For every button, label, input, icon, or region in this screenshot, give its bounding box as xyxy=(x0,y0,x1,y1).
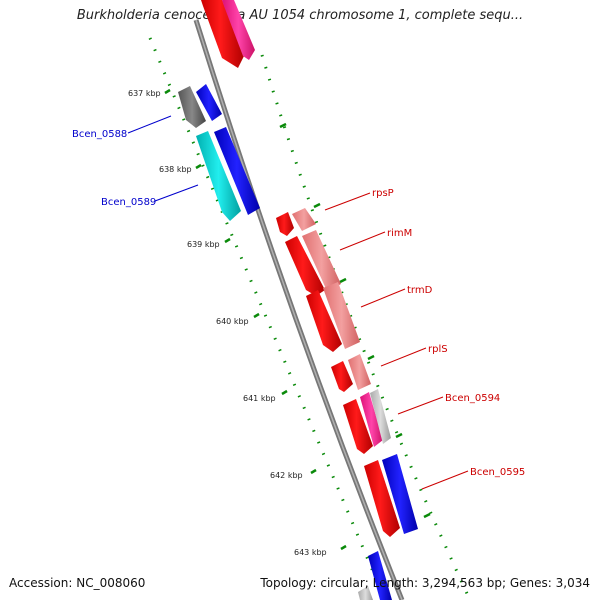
kbp-label-642: 642 kbp xyxy=(270,471,303,480)
kbp-label-640: 640 kbp xyxy=(216,317,249,326)
gene-arrow[interactable] xyxy=(331,361,353,392)
inner-ticks xyxy=(164,88,347,551)
gene-arrow[interactable] xyxy=(323,282,360,349)
gene-label-rpsp[interactable]: rpsP xyxy=(372,188,394,199)
gene-label-rimm[interactable]: rimM xyxy=(387,228,412,239)
kbp-label-641: 641 kbp xyxy=(243,394,276,403)
gene-arrow[interactable] xyxy=(364,460,400,537)
gene-arrow[interactable] xyxy=(358,586,373,600)
gene-label-bcen-0588[interactable]: Bcen_0588 xyxy=(72,129,127,140)
kbp-label-639: 639 kbp xyxy=(187,240,220,249)
page-title: Burkholderia cenocepacia AU 1054 chromos… xyxy=(76,8,524,23)
inner-tick-track xyxy=(148,37,387,600)
gene-arrow[interactable] xyxy=(382,454,418,534)
gene-label-rpls[interactable]: rplS xyxy=(428,344,448,355)
gene-arrow[interactable] xyxy=(285,236,325,296)
gene-arrow[interactable] xyxy=(214,127,260,215)
gene-arrow[interactable] xyxy=(302,230,341,291)
gene-arrow[interactable] xyxy=(343,399,373,454)
gene-arrow[interactable] xyxy=(201,0,244,68)
label-connectors xyxy=(127,115,469,490)
gene-arrow[interactable] xyxy=(196,131,241,221)
kbp-label-643: 643 kbp xyxy=(294,548,327,557)
outer-ticks xyxy=(279,122,431,519)
gene-arrow[interactable] xyxy=(292,208,316,231)
gene-arrow[interactable] xyxy=(196,84,222,121)
gene-arrow[interactable] xyxy=(360,392,383,447)
gene-arrow[interactable] xyxy=(222,0,255,60)
gene-label-trmd[interactable]: trmD xyxy=(407,285,433,296)
gene-arrow[interactable] xyxy=(178,86,206,128)
outer-tick-track xyxy=(260,54,472,600)
gene-label-bcen-0594[interactable]: Bcen_0594 xyxy=(445,393,500,404)
gene-label-bcen-0595[interactable]: Bcen_0595 xyxy=(470,467,525,478)
kbp-label-638: 638 kbp xyxy=(159,165,192,174)
gene-arrow[interactable] xyxy=(370,389,391,444)
gene-arrow[interactable] xyxy=(368,551,392,600)
gene-label-bcen-0589[interactable]: Bcen_0589 xyxy=(101,197,156,208)
gene-arrow[interactable] xyxy=(306,290,342,352)
topology-text: Topology: circular; Length: 3,294,563 bp… xyxy=(260,576,590,590)
gene-arrow[interactable] xyxy=(276,212,294,236)
genome-backbone xyxy=(193,19,405,600)
accession-text: Accession: NC_008060 xyxy=(9,576,146,590)
kbp-label-637: 637 kbp xyxy=(128,89,161,98)
gene-arrow[interactable] xyxy=(348,354,371,390)
